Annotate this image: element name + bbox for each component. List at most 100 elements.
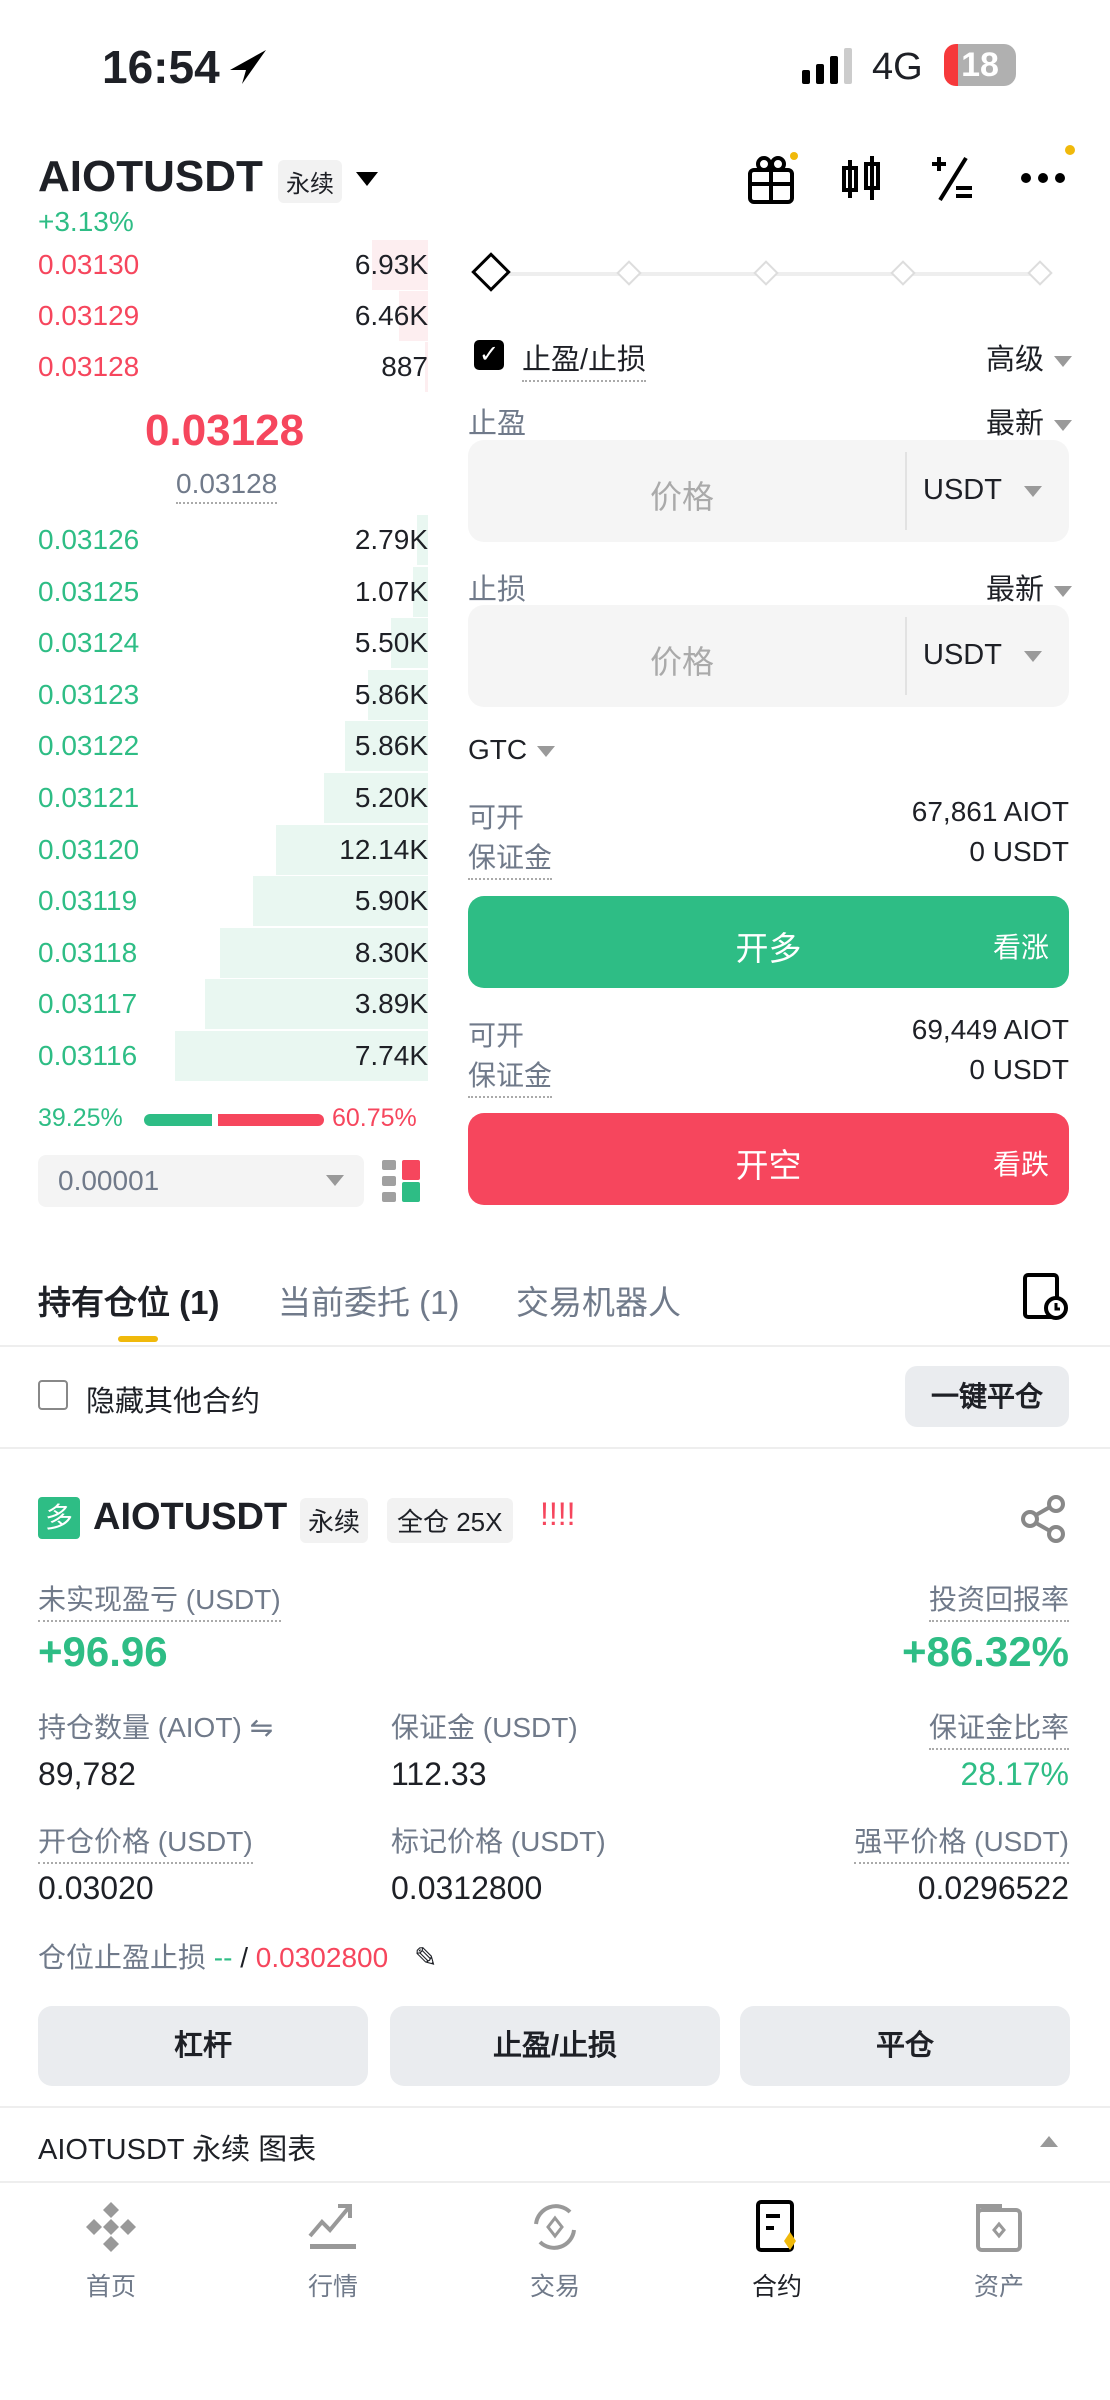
tpsl-checkbox[interactable]: ✓: [474, 340, 504, 370]
mark-price-label: 标记价格 (USDT): [391, 1826, 606, 1857]
open-short-button[interactable]: 开空 看跌: [468, 1113, 1069, 1205]
order-history-icon[interactable]: [1022, 1272, 1068, 1322]
sl-price-input[interactable]: 价格 USDT: [468, 605, 1069, 707]
bid-depth-bar: [344, 721, 428, 772]
candlestick-chart-icon[interactable]: [840, 154, 884, 204]
sl-label: 止损: [468, 574, 527, 606]
bid-depth-bar: [391, 618, 428, 669]
bid-row[interactable]: 0.03121 5.20K: [38, 773, 428, 823]
slider-tick[interactable]: [1027, 260, 1053, 286]
bid-row[interactable]: 0.03119 5.90K: [38, 876, 428, 927]
ask-row[interactable]: 0.03128 887: [38, 342, 428, 392]
bid-price: 0.03122: [38, 730, 140, 762]
ask-depth-bar: [371, 240, 428, 290]
bid-row[interactable]: 0.03120 12.14K: [38, 824, 428, 875]
bid-depth-bar: [412, 566, 428, 617]
margin-ratio-label[interactable]: 保证金比率: [928, 1706, 1069, 1750]
chevron-down-icon: [537, 746, 556, 758]
tab-open-orders[interactable]: 当前委托 (1): [278, 1284, 460, 1321]
more-icon[interactable]: [1018, 144, 1078, 194]
swap-unit-icon[interactable]: ⇋: [249, 1712, 274, 1743]
bid-qty: 8.30K: [354, 936, 428, 968]
short-margin-label: 保证金: [468, 1054, 553, 1098]
bid-row[interactable]: 0.03116 7.74K: [38, 1031, 428, 1081]
symbol-dropdown-icon[interactable]: [356, 172, 378, 186]
bid-row[interactable]: 0.03118 8.30K: [38, 927, 428, 978]
tp-trigger-dropdown[interactable]: 最新: [986, 400, 1072, 442]
advanced-dropdown[interactable]: 高级: [986, 336, 1072, 378]
bid-qty: 5.20K: [354, 782, 428, 813]
bid-row[interactable]: 0.03124 5.50K: [38, 618, 428, 669]
bid-price: 0.03126: [38, 524, 140, 555]
orderbook-layout-icon[interactable]: [382, 1160, 424, 1204]
nav-assets[interactable]: 资产: [888, 2200, 1110, 2303]
roe-label[interactable]: 投资回报率: [928, 1578, 1069, 1622]
symbol-title[interactable]: AIOTUSDT: [38, 152, 263, 201]
chart-panel-title[interactable]: AIOTUSDT 永续 图表: [38, 2134, 317, 2166]
bid-price: 0.03123: [38, 678, 140, 710]
advanced-label: 高级: [985, 344, 1044, 376]
nav-home[interactable]: 首页: [0, 2200, 222, 2303]
hide-other-checkbox[interactable]: [38, 1380, 68, 1410]
leverage-button[interactable]: 杠杆: [38, 2006, 368, 2086]
ask-row[interactable]: 0.03129 6.46K: [38, 291, 428, 341]
bid-qty: 5.50K: [354, 627, 428, 659]
signal-icon: [800, 48, 860, 89]
nav-trade[interactable]: 交易: [444, 2200, 666, 2303]
slider-handle[interactable]: [471, 252, 511, 292]
close-position-button[interactable]: 平仓: [740, 2006, 1070, 2086]
ask-price: 0.03130: [38, 249, 140, 280]
tp-price-input[interactable]: 价格 USDT: [468, 440, 1069, 542]
edit-icon[interactable]: ✎: [413, 1942, 438, 1973]
long-available-label: 可开: [468, 802, 525, 833]
precision-select[interactable]: 0.00001: [38, 1155, 364, 1207]
bid-row[interactable]: 0.03117 3.89K: [38, 979, 428, 1030]
open-short-label: 开空: [735, 1147, 802, 1184]
ask-depth-bar: [424, 342, 428, 392]
time-in-force-select[interactable]: GTC: [468, 734, 556, 766]
calculator-icon[interactable]: [930, 154, 976, 204]
chart-trend-icon: [308, 2204, 356, 2249]
bid-depth-bar: [253, 876, 428, 927]
close-all-button[interactable]: 一键平仓: [905, 1366, 1069, 1427]
futures-icon: [756, 2200, 796, 2252]
chevron-down-icon: [326, 1175, 344, 1186]
position-symbol[interactable]: AIOTUSDT: [93, 1496, 288, 1538]
tpsl-button[interactable]: 止盈/止损: [390, 2006, 720, 2086]
bid-price: 0.03119: [38, 885, 138, 917]
sl-trigger-dropdown[interactable]: 最新: [986, 566, 1072, 608]
bid-qty: 2.79K: [354, 524, 428, 555]
sl-unit-select[interactable]: USDT: [923, 639, 1042, 672]
chevron-up-icon[interactable]: [1040, 2136, 1058, 2147]
gift-icon[interactable]: [746, 152, 798, 206]
network-type: 4G: [872, 46, 923, 88]
entry-price-label[interactable]: 开仓价格 (USDT): [38, 1820, 253, 1864]
tpsl-label: 止盈/止损: [522, 336, 647, 382]
bid-price: 0.03120: [38, 833, 140, 865]
pnl-label[interactable]: 未实现盈亏 (USDT): [38, 1578, 281, 1622]
slider-tick[interactable]: [616, 260, 642, 286]
bid-row[interactable]: 0.03122 5.86K: [38, 721, 428, 772]
mark-price[interactable]: 0.03128: [176, 468, 278, 504]
slider-tick[interactable]: [890, 260, 916, 286]
exchange-icon: [534, 2204, 576, 2250]
ask-row[interactable]: 0.03130 6.93K: [38, 240, 428, 290]
open-long-button[interactable]: 开多 看涨: [468, 896, 1069, 988]
bid-row[interactable]: 0.03125 1.07K: [38, 566, 428, 617]
share-icon[interactable]: [1020, 1495, 1068, 1543]
tp-unit-select[interactable]: USDT: [923, 474, 1042, 507]
bid-price: 0.03116: [38, 1040, 138, 1071]
size-label[interactable]: 持仓数量 (AIOT) ⇋: [38, 1706, 273, 1746]
nav-futures[interactable]: 合约: [666, 2200, 888, 2303]
bid-row[interactable]: 0.03126 2.79K: [38, 515, 428, 565]
tab-trading-bots[interactable]: 交易机器人: [516, 1284, 681, 1321]
tab-positions[interactable]: 持有仓位 (1): [38, 1284, 220, 1321]
long-hint: 看涨: [992, 932, 1049, 963]
roe-value: +86.32%: [902, 1628, 1069, 1675]
slider-tick[interactable]: [753, 260, 779, 286]
nav-markets[interactable]: 行情: [222, 2200, 444, 2303]
bid-row[interactable]: 0.03123 5.86K: [38, 669, 428, 720]
margin-mode-badge[interactable]: 全仓 25X: [387, 1498, 513, 1543]
liq-price-label[interactable]: 强平价格 (USDT): [854, 1820, 1069, 1864]
short-hint: 看跌: [992, 1149, 1049, 1180]
